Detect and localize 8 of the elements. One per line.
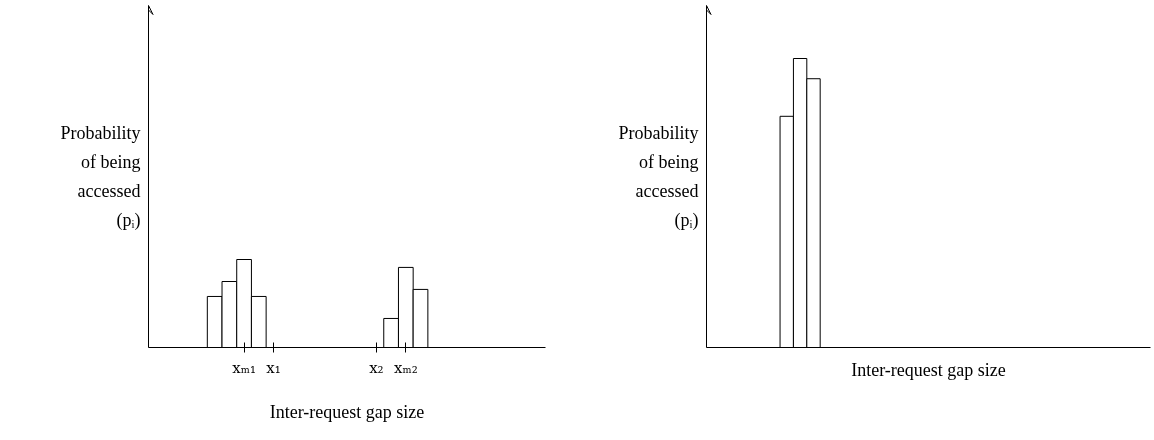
x-tick-label: xₘ₁ — [232, 358, 256, 377]
x-tick-label: x₂ — [369, 358, 384, 377]
y-axis-title: Probability of being accessed (pᵢ) — [60, 123, 141, 231]
x-axis-title: Inter-request gap size — [269, 401, 425, 422]
x-tick-label: x₁ — [266, 358, 281, 377]
x-tick-label: xₘ₂ — [393, 358, 418, 377]
y-axis-title: Probability of being accessed (pᵢ) — [618, 123, 699, 231]
x-axis-title: Inter-request gap size — [851, 359, 1006, 380]
